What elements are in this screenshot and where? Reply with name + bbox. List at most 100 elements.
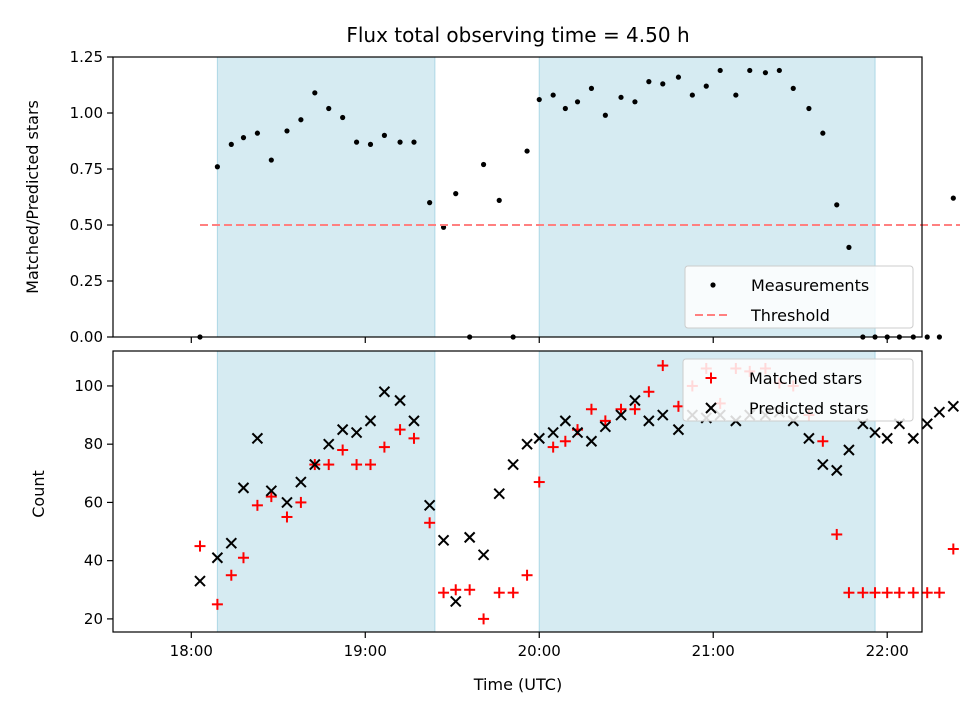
predicted-star-point	[507, 458, 519, 471]
predicted-star-stroke	[881, 432, 893, 445]
matched-star-point	[585, 403, 597, 415]
predicted-star-point	[408, 415, 420, 427]
measurement-point	[536, 96, 542, 103]
matched-star-point	[615, 403, 627, 415]
predicted-star-stroke	[394, 394, 406, 407]
ratio-panel: 0.00 0.25 0.50 0.75 1.00 1.25 Measurements Thre…	[70, 48, 960, 346]
measurement-point	[268, 157, 274, 163]
measurement-point	[806, 105, 812, 112]
predicted-star-stroke	[437, 534, 450, 546]
measurement-point	[381, 132, 388, 138]
ratio-legend-box	[684, 265, 914, 329]
count-y-tick-label: 80	[84, 435, 103, 453]
measurement-point	[254, 130, 261, 136]
matched-star-point	[378, 441, 390, 453]
predicted-star-point	[817, 458, 829, 471]
predicted-star-point	[843, 444, 855, 456]
predicted-star-stroke	[672, 423, 685, 436]
measurement-point	[240, 135, 247, 141]
ratio-y-axis-label: Matched/Predicted stars	[23, 100, 42, 294]
legend-label: Predicted stars	[749, 399, 869, 418]
predicted-star-stroke	[831, 464, 843, 477]
predicted-star-point	[364, 415, 377, 427]
measurement-point	[353, 139, 360, 145]
matched-star-point	[843, 587, 855, 599]
measurement-point	[776, 67, 782, 74]
predicted-star-point	[947, 400, 960, 413]
predicted-star-stroke	[493, 487, 505, 500]
matched-star-point	[857, 587, 869, 599]
matched-star-point	[629, 403, 641, 415]
predicted-star-point	[615, 409, 627, 421]
matched-star-point	[337, 444, 349, 456]
predicted-star-point	[643, 415, 655, 427]
matched-star-point	[893, 587, 905, 599]
predicted-star-stroke	[408, 415, 420, 427]
matched-star-point	[323, 459, 335, 471]
predicted-star-stroke	[378, 386, 391, 398]
measurement-point	[646, 79, 652, 85]
measurement-point	[411, 139, 417, 145]
measurement-point	[834, 202, 840, 208]
predicted-star-stroke	[921, 418, 933, 430]
predicted-star-point	[533, 432, 545, 445]
matched-star-point	[265, 491, 277, 503]
predicted-star-stroke	[463, 531, 476, 544]
matched-star-point	[869, 587, 881, 599]
matched-star-point	[295, 496, 307, 508]
predicted-star-point	[350, 426, 363, 439]
predicted-star-point	[521, 438, 533, 450]
predicted-star-point	[237, 482, 250, 494]
count-y-axis-label: Count	[29, 470, 48, 518]
predicted-star-stroke	[309, 458, 321, 471]
ratio-y-tick-label: 1.00	[70, 104, 103, 122]
predicted-star-stroke	[907, 432, 920, 445]
matched-star-point	[211, 598, 223, 610]
measurement-point	[632, 99, 638, 105]
matched-star-point	[643, 386, 655, 398]
measurement-point	[675, 74, 682, 80]
predicted-star-point	[933, 406, 946, 418]
measurement-point	[936, 334, 942, 340]
predicted-star-point	[571, 426, 584, 439]
predicted-star-stroke	[237, 482, 250, 494]
matched-star-point	[464, 584, 476, 596]
predicted-star-stroke	[803, 432, 815, 445]
measurement-point	[367, 141, 374, 147]
measurement-point	[618, 94, 624, 100]
count-y-tick-label: 100	[74, 377, 103, 395]
matched-star-point	[947, 543, 959, 555]
measurement-point	[453, 191, 459, 197]
matched-star-point	[657, 360, 669, 372]
predicted-star-point	[251, 432, 264, 445]
measurement-point	[660, 81, 666, 87]
predicted-star-stroke	[947, 400, 960, 413]
measurement-point	[602, 112, 608, 118]
legend-label: Threshold	[750, 306, 830, 325]
measurement-point	[747, 67, 753, 74]
ratio-series-measurements	[197, 67, 956, 340]
predicted-star-point	[281, 496, 293, 509]
predicted-star-stroke	[194, 575, 206, 587]
predicted-star-stroke	[869, 426, 881, 439]
measurement-point	[846, 244, 852, 250]
ratio-y-tick-label: 0.00	[70, 328, 103, 346]
predicted-star-point	[869, 426, 881, 439]
measurement-point	[480, 161, 487, 168]
predicted-star-point	[881, 432, 893, 445]
matched-star-point	[478, 613, 490, 625]
matched-star-point	[831, 528, 843, 540]
count-legend-box	[682, 358, 914, 422]
measurement-point	[950, 195, 956, 201]
predicted-star-stroke	[533, 432, 545, 445]
measurement-point	[689, 92, 695, 98]
predicted-star-stroke	[629, 394, 641, 407]
matched-star-point	[599, 415, 611, 427]
predicted-star-stroke	[477, 549, 490, 561]
matched-star-point	[438, 587, 450, 599]
predicted-star-point	[559, 415, 572, 427]
matched-star-point	[408, 432, 420, 444]
predicted-star-point	[194, 575, 206, 587]
matched-star-point	[351, 459, 363, 471]
predicted-star-stroke	[251, 432, 264, 445]
